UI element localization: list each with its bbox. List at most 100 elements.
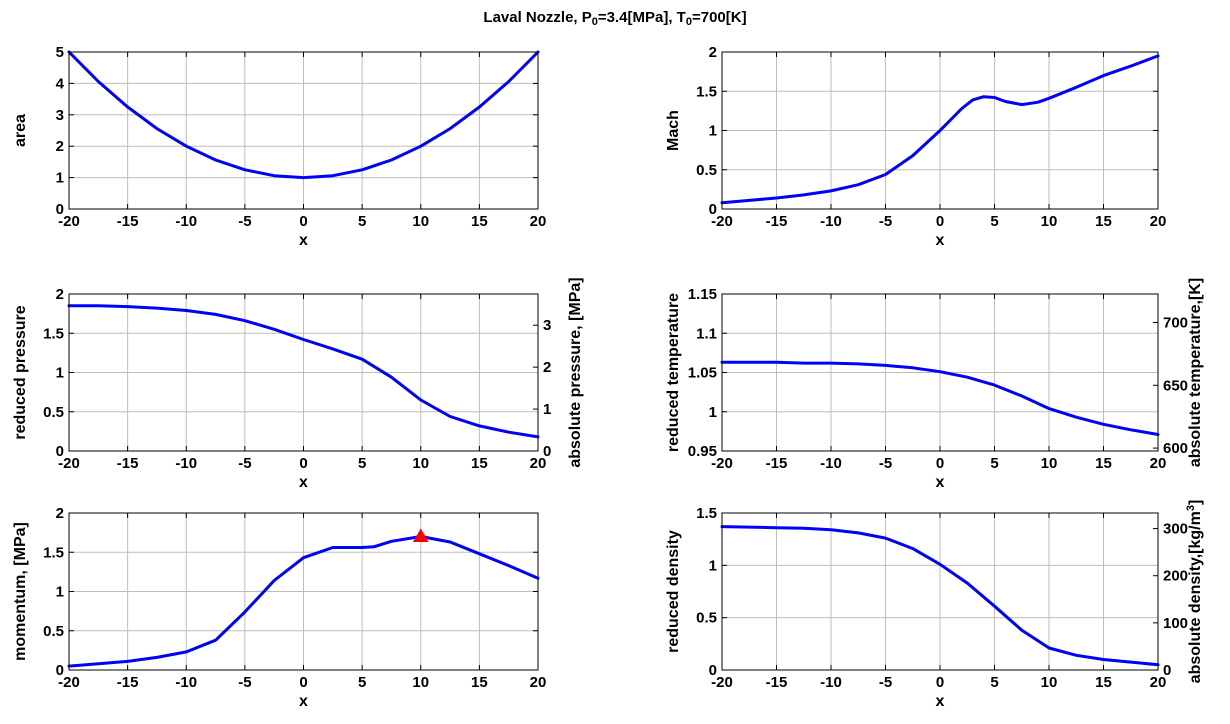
momentum-series-line bbox=[67, 535, 540, 668]
y-right-tick-label: 300 bbox=[1163, 521, 1188, 538]
y-right-tick-label: 1 bbox=[543, 401, 551, 418]
x-tick-label: -15 bbox=[766, 213, 788, 230]
x-tick-label: -10 bbox=[175, 455, 197, 472]
y-right-tick-label: 200 bbox=[1163, 568, 1188, 585]
y-right-axis-label: absolute temperature,[K] bbox=[1187, 278, 1204, 467]
x-tick-label: -15 bbox=[766, 674, 788, 691]
y-tick-label: 3 bbox=[56, 107, 64, 124]
x-tick-label: 5 bbox=[358, 674, 366, 691]
x-tick-label: 5 bbox=[358, 213, 366, 230]
y-axis-label: area bbox=[12, 114, 29, 147]
y-right-tick-label: 700 bbox=[1163, 315, 1188, 332]
y-tick-label: 0.5 bbox=[696, 162, 717, 179]
x-axis-label: x bbox=[299, 232, 308, 249]
y-tick-label: 1.15 bbox=[688, 286, 717, 303]
y-right-axis-label: absolute density,[kg/m3] bbox=[1185, 500, 1204, 684]
y-tick-label: 1 bbox=[709, 123, 717, 140]
y-tick-label: 2 bbox=[56, 138, 64, 155]
y-tick-label: 1.05 bbox=[688, 365, 717, 382]
x-tick-label: 20 bbox=[1150, 674, 1167, 691]
x-axis-label: x bbox=[299, 693, 308, 710]
x-tick-label: -15 bbox=[117, 674, 139, 691]
x-tick-label: -10 bbox=[175, 213, 197, 230]
x-tick-label: 0 bbox=[936, 455, 944, 472]
y-right-tick-label: 2 bbox=[543, 359, 551, 376]
x-tick-label: -5 bbox=[238, 213, 251, 230]
x-tick-label: -10 bbox=[820, 213, 842, 230]
y-right-axis-label: absolute pressure, [MPa] bbox=[567, 277, 584, 467]
x-tick-label: -15 bbox=[117, 213, 139, 230]
temperature-series-line bbox=[720, 360, 1160, 436]
x-tick-label: -20 bbox=[711, 455, 733, 472]
y-tick-label: 0 bbox=[56, 443, 64, 460]
y-right-tick-label: 3 bbox=[543, 317, 551, 334]
pressure-series-line bbox=[67, 304, 540, 439]
density-series-line bbox=[720, 525, 1160, 667]
x-tick-label: 0 bbox=[299, 674, 307, 691]
y-tick-label: 0 bbox=[709, 662, 717, 679]
x-tick-label: -5 bbox=[238, 455, 251, 472]
x-tick-label: 10 bbox=[412, 674, 429, 691]
x-tick-label: -15 bbox=[766, 455, 788, 472]
x-tick-label: 10 bbox=[1041, 213, 1058, 230]
y-axis-label: momentum, [MPa] bbox=[12, 522, 29, 661]
y-tick-label: 1.1 bbox=[696, 325, 717, 342]
y-tick-label: 1 bbox=[709, 404, 717, 421]
y-right-tick-label: 0 bbox=[543, 443, 551, 460]
x-tick-label: 15 bbox=[471, 455, 488, 472]
subplot-momentum: -20 -15 -10 -5 0 5 10 15 20 0 0.5 1 1.5 2 x momentum, [… bbox=[12, 505, 546, 710]
y-right-tick-label: 650 bbox=[1163, 377, 1188, 394]
x-tick-label: -5 bbox=[879, 455, 892, 472]
y-tick-label: 0.5 bbox=[43, 404, 64, 421]
x-tick-label: 15 bbox=[1095, 674, 1112, 691]
x-tick-label: 10 bbox=[412, 455, 429, 472]
y-tick-label: 1 bbox=[709, 557, 717, 574]
mach-series-line bbox=[720, 54, 1160, 205]
y-axis-label: reduced pressure bbox=[12, 305, 29, 439]
y-tick-label: 1 bbox=[56, 584, 64, 601]
x-tick-label: 10 bbox=[1041, 455, 1058, 472]
x-tick-label: 15 bbox=[1095, 213, 1112, 230]
y-right-tick-label: 600 bbox=[1163, 440, 1188, 457]
peak-marker bbox=[412, 528, 429, 543]
y-tick-label: 0 bbox=[56, 201, 64, 218]
y-tick-label: 1 bbox=[56, 365, 64, 382]
x-tick-label: 15 bbox=[471, 213, 488, 230]
x-tick-label: 15 bbox=[1095, 455, 1112, 472]
x-axis-label: x bbox=[936, 232, 945, 249]
x-tick-label: -5 bbox=[238, 674, 251, 691]
x-tick-label: 0 bbox=[936, 674, 944, 691]
x-tick-label: 20 bbox=[530, 213, 547, 230]
area-series-line bbox=[67, 50, 540, 180]
y-tick-label: 1 bbox=[56, 170, 64, 187]
x-tick-label: 20 bbox=[530, 455, 547, 472]
x-tick-label: 5 bbox=[990, 674, 998, 691]
x-tick-label: 0 bbox=[936, 213, 944, 230]
x-tick-label: 20 bbox=[1150, 213, 1167, 230]
y-axis-label: reduced density bbox=[665, 530, 682, 653]
y-tick-label: 2 bbox=[56, 505, 64, 522]
y-tick-label: 1.5 bbox=[696, 505, 717, 522]
y-tick-label: 1.5 bbox=[696, 83, 717, 100]
y-tick-label: 0.5 bbox=[43, 623, 64, 640]
y-tick-label: 0.95 bbox=[688, 443, 717, 460]
x-tick-label: -10 bbox=[175, 674, 197, 691]
y-tick-label: 0 bbox=[709, 201, 717, 218]
x-axis-label: x bbox=[936, 693, 945, 710]
x-tick-label: 10 bbox=[412, 213, 429, 230]
y-right-tick-label: 100 bbox=[1163, 615, 1188, 632]
y-tick-label: 0 bbox=[56, 662, 64, 679]
subplot-mach: -20 -15 -10 -5 0 5 10 15 20 0 0.5 1 1.5 2 x Mach bbox=[665, 44, 1166, 249]
x-axis-label: x bbox=[936, 474, 945, 491]
y-axis-label: reduced temperature bbox=[665, 293, 682, 452]
subplot-area: -20 -15 -10 -5 0 5 10 15 20 0 1 2 3 4 5 x area bbox=[12, 44, 546, 249]
x-tick-label: -5 bbox=[879, 213, 892, 230]
y-tick-label: 2 bbox=[709, 44, 717, 61]
y-tick-label: 1.5 bbox=[43, 544, 64, 561]
x-tick-label: -20 bbox=[711, 213, 733, 230]
x-tick-label: 5 bbox=[358, 455, 366, 472]
y-tick-label: 5 bbox=[56, 44, 64, 61]
x-tick-label: -5 bbox=[879, 674, 892, 691]
